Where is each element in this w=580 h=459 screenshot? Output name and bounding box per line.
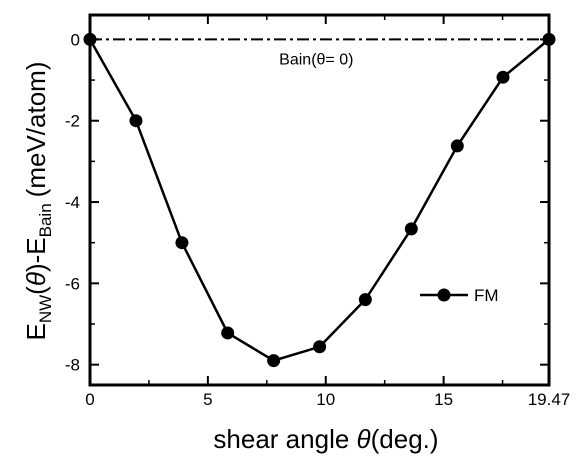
data-point (542, 32, 556, 46)
data-point (496, 70, 510, 84)
data-point (267, 354, 281, 368)
legend-marker (437, 288, 451, 302)
plot-frame (88, 13, 551, 387)
data-point (313, 340, 327, 354)
x-tick-label: 5 (203, 390, 212, 409)
y-tick-label: -4 (65, 193, 80, 212)
data-point (83, 32, 97, 46)
x-tick-label: 19.47 (528, 390, 571, 409)
reference-line-label: Bain(θ= 0) (279, 51, 353, 68)
y-tick-label: -6 (65, 274, 80, 293)
series-line-fm (88, 38, 550, 362)
data-point (221, 326, 235, 340)
data-point (175, 236, 189, 250)
data-point (404, 222, 418, 236)
x-tick-label: 10 (316, 390, 335, 409)
y-tick-label: -2 (65, 112, 80, 131)
y-tick-label: 0 (71, 30, 80, 49)
x-tick-label: 15 (434, 390, 453, 409)
data-point (129, 114, 143, 128)
y-tick-label: -8 (65, 356, 80, 375)
plot-area: 0 5 10 15 19.47 0 -2 -4 -6 -8 Bain(θ= 0) FM (65, 13, 571, 409)
x-tick-label: 0 (85, 390, 94, 409)
data-point (358, 293, 372, 307)
y-axis-title: ENW(θ)-EBain(meV/atom) (21, 62, 55, 341)
legend-label-fm: FM (474, 286, 499, 305)
data-point (450, 139, 464, 153)
x-axis-title: shear angle θ(deg.) (213, 424, 438, 454)
